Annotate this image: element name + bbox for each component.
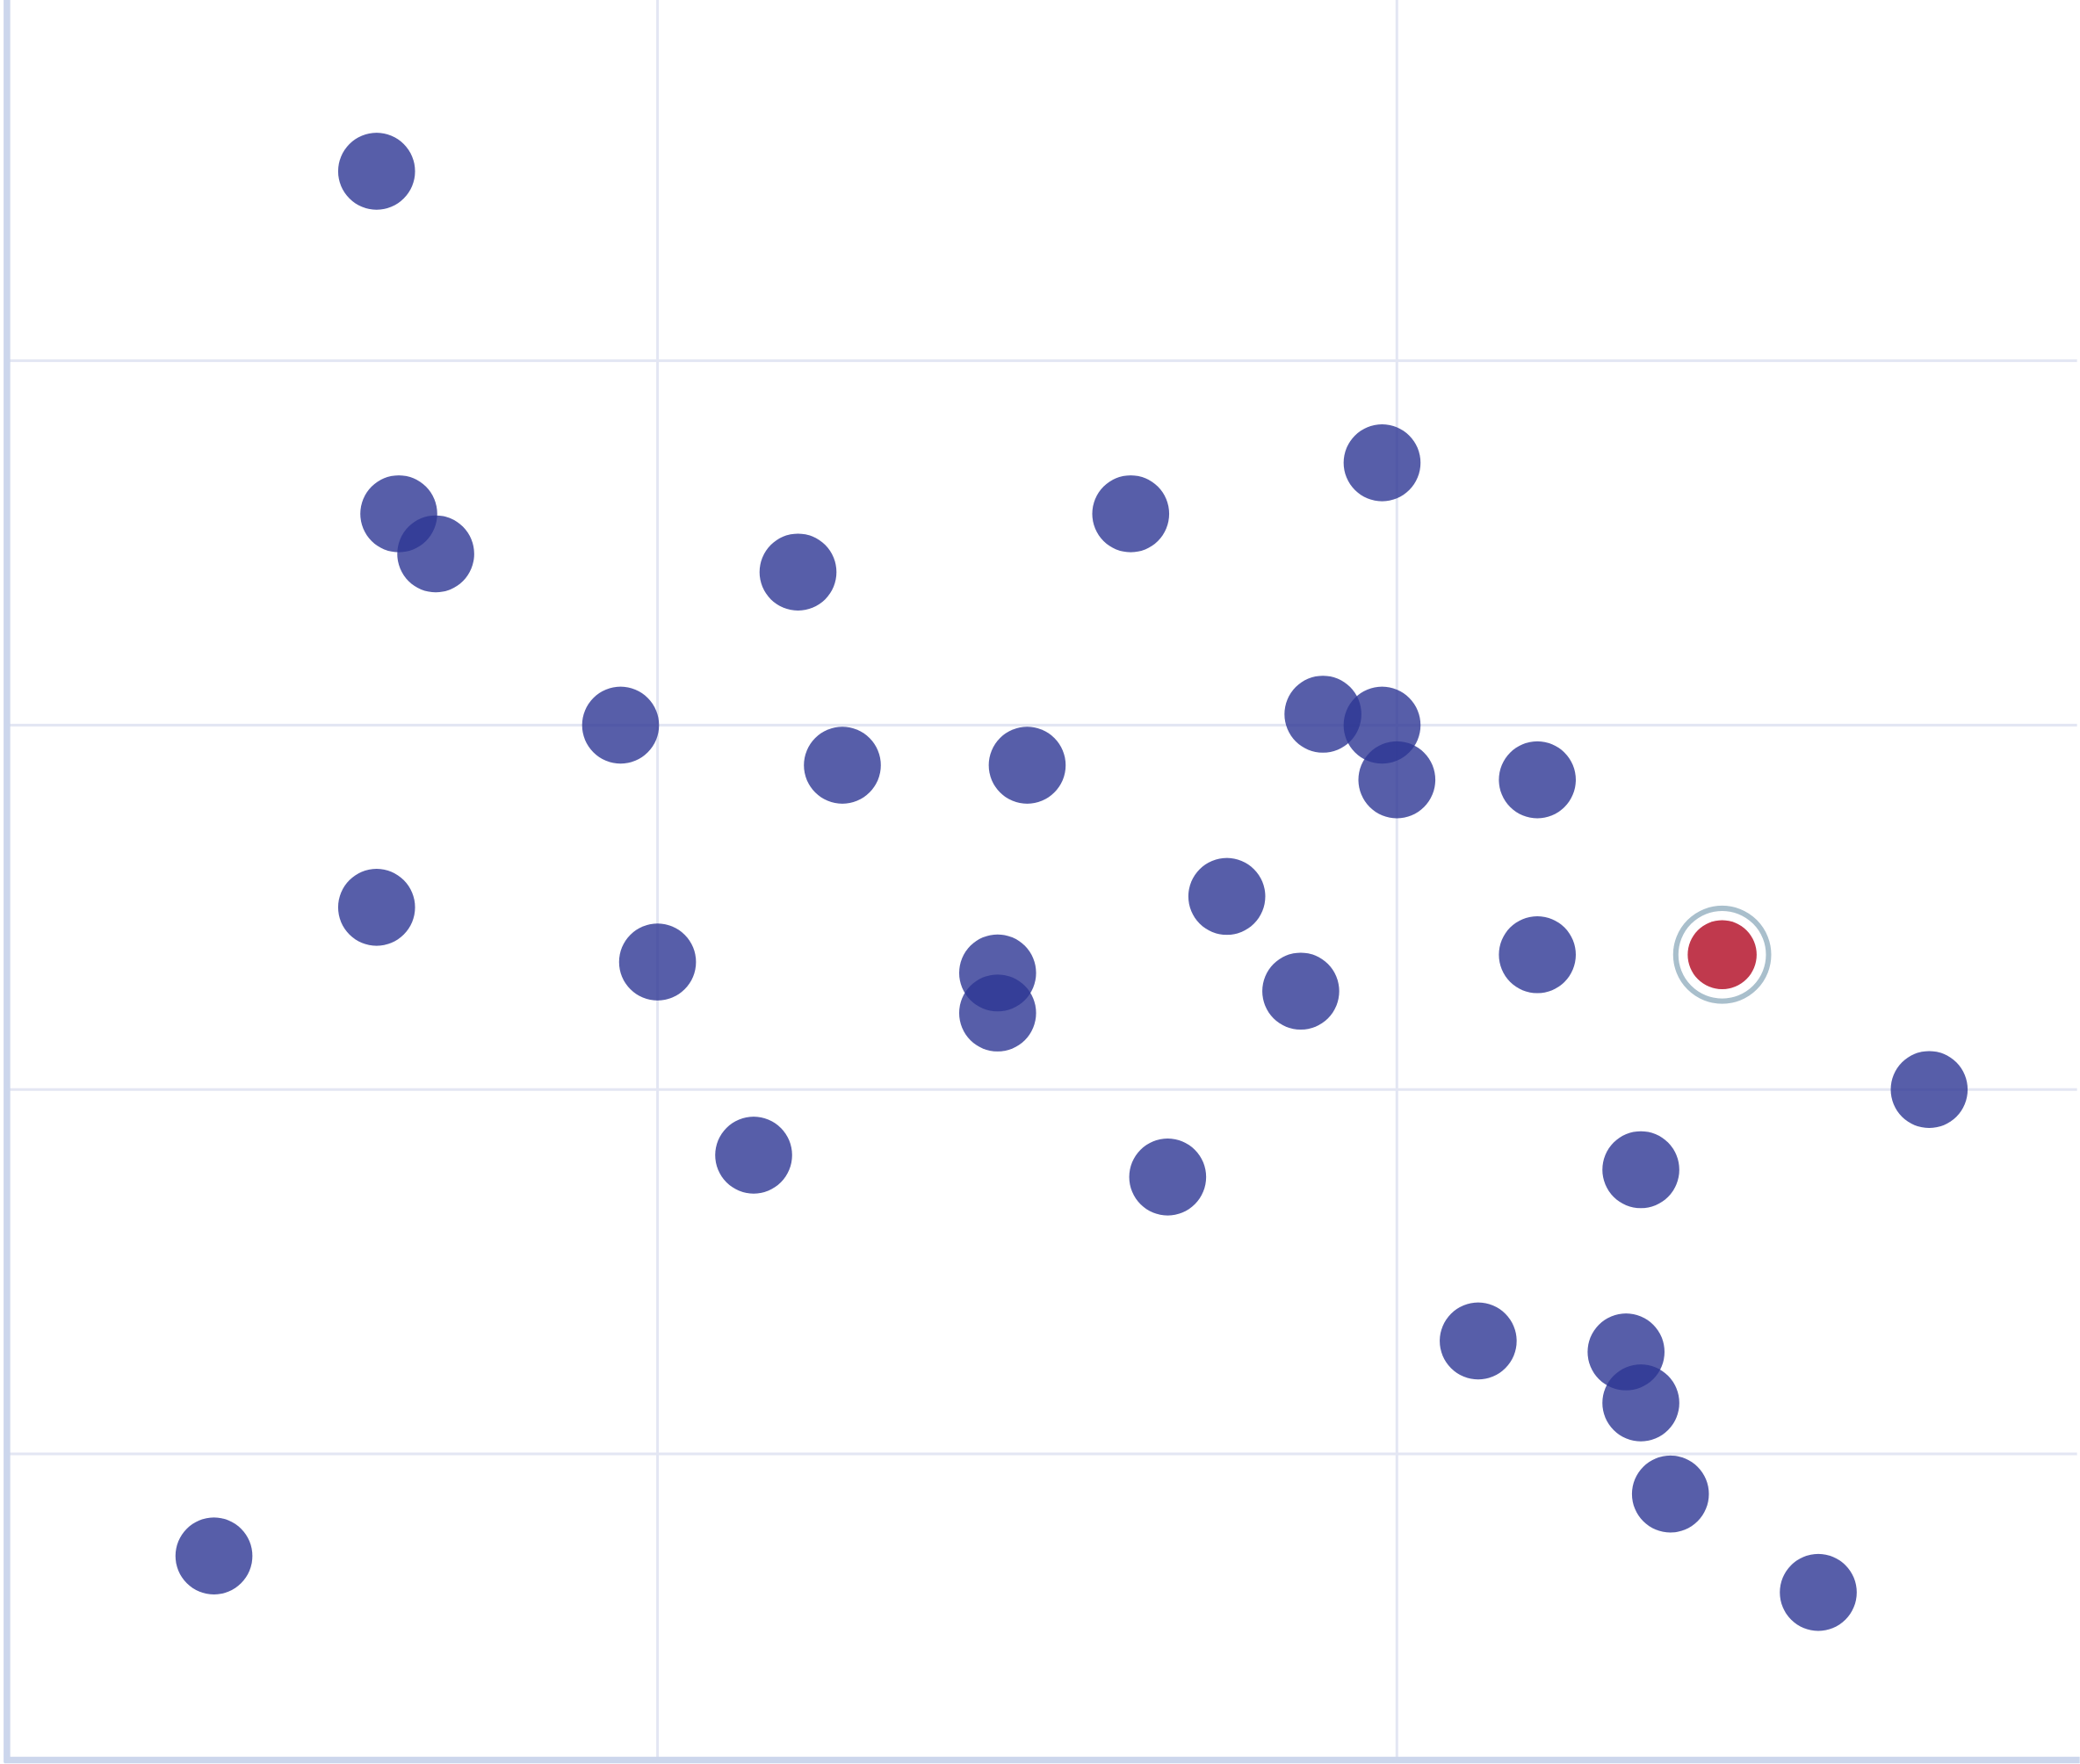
data-point (1602, 1131, 1679, 1209)
data-point (581, 686, 660, 764)
data-point (1440, 1302, 1517, 1380)
data-point (1343, 424, 1421, 502)
axes (4, 0, 2080, 1764)
data-point (618, 923, 697, 1001)
data-point (1092, 475, 1170, 553)
data-point (1780, 1553, 1857, 1631)
data-points (175, 133, 1968, 1631)
data-point (1890, 1051, 1968, 1129)
data-point (1188, 857, 1266, 936)
data-point (715, 1117, 792, 1194)
highlighted-data-point (1687, 920, 1757, 990)
data-point (759, 533, 837, 611)
gridlines (6, 0, 2077, 1760)
data-point (175, 1517, 253, 1594)
data-point (1631, 1455, 1709, 1533)
data-point (337, 133, 415, 210)
data-point (1602, 1364, 1679, 1442)
data-point (1284, 676, 1361, 753)
data-point (958, 974, 1036, 1052)
data-point (397, 515, 474, 593)
data-point (988, 727, 1066, 804)
data-point (1499, 915, 1576, 994)
data-point (1358, 741, 1436, 819)
data-point (1262, 952, 1340, 1030)
data-point (804, 727, 881, 804)
data-point (337, 869, 415, 946)
data-point (1129, 1139, 1207, 1216)
data-point (1499, 741, 1576, 819)
